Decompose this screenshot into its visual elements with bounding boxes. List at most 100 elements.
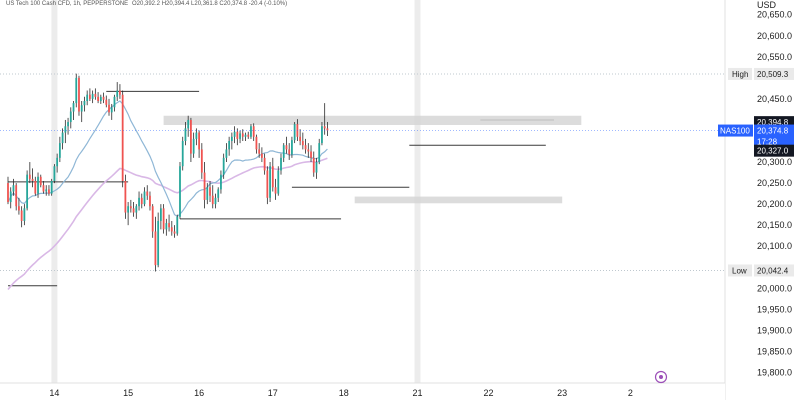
candle [119, 84, 121, 99]
level-value: 20,509.3 [757, 70, 789, 79]
level-tag-low: Low [732, 266, 747, 275]
candle-body [146, 191, 149, 196]
candle-body [53, 166, 56, 181]
price-tick: 20,650.0 [757, 10, 792, 20]
candle [192, 132, 195, 158]
candle [187, 115, 190, 137]
candle [78, 75, 80, 116]
time-tick: 14 [49, 388, 59, 398]
time-tick: 2 [628, 388, 633, 398]
price-zone [354, 196, 563, 204]
candle-body [214, 197, 217, 205]
candle-body [91, 93, 94, 99]
symbol-badge: NAS100 [720, 127, 750, 136]
candle-body [228, 140, 231, 150]
candle [230, 132, 233, 150]
candle-body [149, 195, 151, 207]
price-tick: 20,200.0 [757, 199, 792, 209]
candle-body [37, 176, 39, 194]
price-tick: 20,600.0 [757, 31, 792, 41]
candle-body [50, 180, 53, 194]
candle [214, 193, 217, 209]
candle-body [151, 206, 154, 232]
candle [239, 130, 241, 144]
candle-body [15, 185, 18, 207]
session-separators [51, 0, 421, 383]
candle [124, 174, 127, 219]
candle-body [263, 157, 266, 171]
candle [165, 218, 168, 236]
candle-body [220, 174, 222, 190]
candle-body [99, 96, 102, 102]
price-tick: 20,450.0 [757, 94, 792, 104]
candle-body [310, 151, 312, 158]
candle-body [230, 136, 233, 141]
candle-body [274, 187, 277, 194]
candle [53, 164, 56, 184]
candle-body [154, 231, 157, 266]
candle-body [140, 197, 143, 205]
candle [220, 170, 222, 194]
candle-body [266, 170, 269, 198]
candle [203, 162, 206, 209]
high-low-labels: High 20,509.3 Low 20,042.4 [728, 67, 794, 277]
candle [321, 122, 323, 146]
candle-body [312, 157, 315, 173]
time-tick: 15 [123, 388, 133, 398]
time-tick: 16 [194, 388, 204, 398]
candle-body [280, 157, 282, 171]
price-zone [163, 115, 582, 126]
candle [293, 122, 296, 144]
session-band [414, 0, 421, 383]
candle [89, 88, 91, 102]
candle [162, 204, 165, 234]
candle-body [89, 94, 91, 99]
time-axis[interactable] [0, 383, 725, 400]
candle [138, 191, 140, 211]
level-value-bg [754, 67, 794, 80]
price-tick: 20,250.0 [757, 178, 792, 188]
tradingview-logo-icon[interactable] [654, 370, 668, 384]
price-tick: 20,550.0 [757, 52, 792, 62]
candle-body [127, 206, 130, 213]
price-level-bg [754, 144, 794, 157]
candle [132, 202, 135, 217]
candle-body [69, 111, 72, 123]
candle [222, 153, 225, 179]
candle [7, 176, 9, 205]
current-price-bg [754, 124, 794, 149]
time-tick: 21 [412, 388, 422, 398]
candle [304, 138, 307, 154]
candle [12, 178, 15, 196]
candle [255, 134, 258, 154]
price-level-value: 20,327.0 [757, 147, 789, 156]
candle [146, 185, 149, 200]
candle-body [110, 107, 113, 113]
candle-body [72, 103, 75, 112]
candle-body [203, 172, 206, 200]
candle [140, 193, 143, 209]
candle-body [247, 134, 250, 137]
candle [127, 202, 130, 226]
candle [18, 197, 20, 215]
candle [200, 143, 203, 179]
candle-body [282, 145, 285, 158]
candle-body [105, 99, 108, 105]
candle-body [260, 153, 263, 158]
level-value: 20,042.4 [757, 266, 789, 275]
candle-body [233, 131, 236, 137]
candle-body [195, 132, 198, 139]
candle [42, 180, 45, 194]
candle [310, 145, 312, 163]
candle-body [132, 208, 135, 213]
candle-body [94, 93, 97, 97]
price-axis[interactable] [725, 0, 800, 400]
candle-body [102, 96, 105, 100]
level-tag-bg [728, 67, 752, 80]
price-tick: 20,100.0 [757, 241, 792, 251]
candle-body [244, 134, 247, 137]
candle-body [34, 180, 37, 194]
candle-body [321, 126, 323, 144]
symbol-badge-bg [718, 124, 753, 137]
